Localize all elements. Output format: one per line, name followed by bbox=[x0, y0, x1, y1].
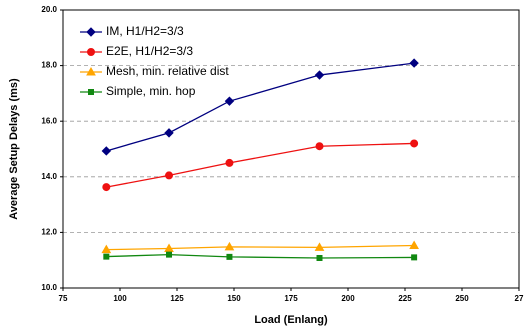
data-point bbox=[314, 70, 325, 80]
legend-label: IM, H1/H2=3/3 bbox=[106, 24, 184, 38]
series-line bbox=[106, 244, 415, 251]
y-tick-label: 14.0 bbox=[41, 172, 57, 181]
data-point bbox=[102, 183, 111, 192]
series-line bbox=[106, 253, 415, 259]
data-point bbox=[315, 142, 324, 151]
x-axis-title: Load (Enlang) bbox=[254, 314, 328, 326]
data-point bbox=[101, 244, 112, 254]
x-tick-label: 75 bbox=[59, 294, 68, 303]
data-point bbox=[410, 139, 419, 148]
legend-label: Simple, min. hop bbox=[106, 84, 196, 98]
x-tick-label: 27 bbox=[515, 294, 524, 303]
plot-frame bbox=[62, 9, 520, 289]
data-point bbox=[409, 58, 419, 68]
data-point bbox=[224, 96, 235, 106]
series-line bbox=[106, 142, 415, 188]
data-point bbox=[224, 241, 235, 251]
y-tick-label: 18.0 bbox=[41, 61, 57, 70]
y-axis-title: Average Setup Delays (ms) bbox=[8, 78, 20, 220]
data-point bbox=[316, 254, 323, 261]
x-tick-label: 250 bbox=[455, 294, 469, 303]
data-point bbox=[225, 158, 234, 167]
y-tick-label: 20.0 bbox=[41, 5, 57, 14]
legend-label: E2E, H1/H2=3/3 bbox=[106, 44, 193, 58]
data-point bbox=[164, 128, 174, 138]
data-point bbox=[314, 242, 325, 251]
x-tick-label: 200 bbox=[341, 294, 355, 303]
x-tick-label: 125 bbox=[170, 294, 184, 303]
y-tick-label: 10.0 bbox=[41, 283, 57, 292]
data-point bbox=[101, 146, 112, 156]
x-tick-label: 150 bbox=[227, 294, 241, 303]
x-tick-label: 225 bbox=[398, 294, 412, 303]
legend-marker bbox=[86, 27, 96, 37]
y-tick-label: 12.0 bbox=[41, 228, 57, 237]
x-tick-label: 175 bbox=[284, 294, 298, 303]
legend-label: Mesh, min. relative dist bbox=[106, 64, 229, 78]
data-point bbox=[164, 243, 174, 253]
data-point bbox=[409, 240, 419, 249]
data-point bbox=[166, 251, 173, 258]
data-point bbox=[411, 254, 418, 261]
legend-marker bbox=[86, 66, 96, 76]
legend-marker bbox=[87, 48, 95, 56]
y-tick-label: 16.0 bbox=[41, 116, 57, 125]
x-tick-label: 100 bbox=[113, 294, 127, 303]
data-point bbox=[165, 171, 174, 180]
data-point bbox=[103, 253, 110, 260]
data-point bbox=[226, 253, 233, 260]
legend-marker bbox=[88, 89, 94, 95]
